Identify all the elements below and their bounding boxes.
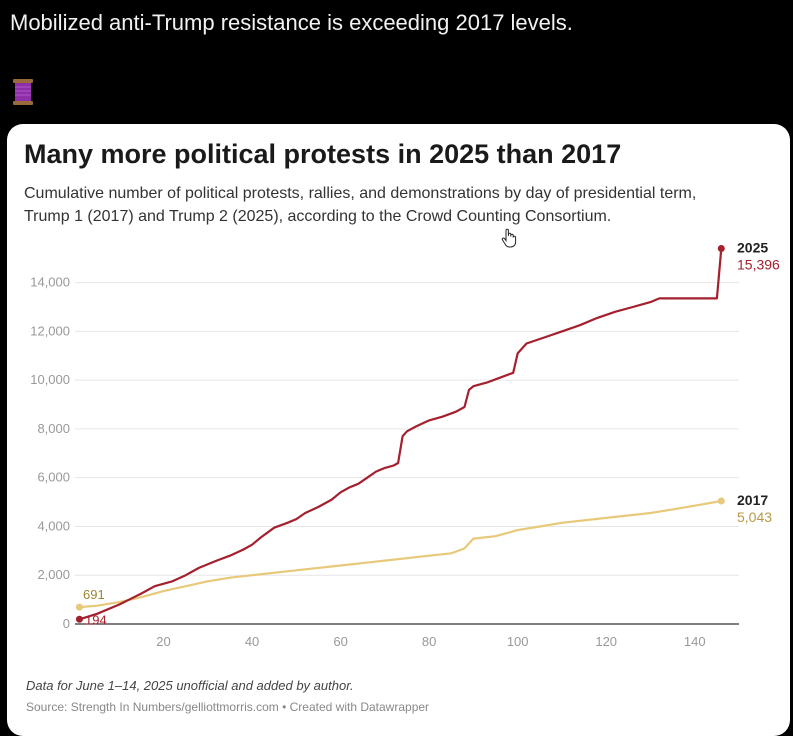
post-text: Mobilized anti-Trump resistance is excee… xyxy=(10,10,573,35)
x-tick-label-1: 40 xyxy=(245,634,259,649)
x-tick-label-2: 60 xyxy=(333,634,347,649)
series-start-point-2017 xyxy=(75,603,83,611)
series-start-value-2017: 691 xyxy=(83,587,105,602)
line-chart: 0 2,000 4,000 6,000 8,000 10,000 12,000 14,000 2… xyxy=(30,240,780,649)
y-tick-label-1: 2,000 xyxy=(37,567,70,582)
y-tick-label-3: 6,000 xyxy=(37,470,70,485)
series-end-value-2017: 5,043 xyxy=(737,509,772,525)
series-name-label-2025: 2025 xyxy=(737,240,768,256)
x-tick-label-3: 80 xyxy=(422,634,436,649)
x-tick-label-4: 100 xyxy=(507,634,529,649)
series-end-point-2025 xyxy=(717,245,725,253)
chart-note: Data for June 1–14, 2025 unofficial and … xyxy=(26,678,354,693)
y-tick-label-0: 0 xyxy=(63,616,70,631)
y-tick-label-6: 12,000 xyxy=(30,323,70,338)
series-start-value-2025: 194 xyxy=(85,612,107,627)
x-tick-label-6: 140 xyxy=(684,634,706,649)
chart-source: Source: Strength In Numbers/gelliottmorr… xyxy=(26,700,430,714)
y-tick-label-2: 4,000 xyxy=(37,518,70,533)
y-tick-label-5: 10,000 xyxy=(30,372,70,387)
hand-cursor-icon xyxy=(501,228,517,248)
y-tick-label-4: 8,000 xyxy=(37,421,70,436)
series-end-value-2025: 15,396 xyxy=(737,257,780,273)
series-name-label-2017: 2017 xyxy=(737,492,768,508)
chart-subtitle: Cumulative number of political protests,… xyxy=(24,185,697,225)
series-line-2017 xyxy=(79,499,722,609)
chart-card: Many more political protests in 2025 tha… xyxy=(7,124,790,736)
x-tick-label-0: 20 xyxy=(156,634,170,649)
spool-of-thread-icon xyxy=(13,79,33,105)
series-line-2025 xyxy=(79,248,723,621)
series-start-point-2025 xyxy=(75,615,83,623)
series-end-point-2017 xyxy=(717,497,725,505)
chart-title: Many more political protests in 2025 tha… xyxy=(24,139,622,169)
y-tick-label-7: 14,000 xyxy=(30,275,70,290)
x-tick-label-5: 120 xyxy=(595,634,617,649)
